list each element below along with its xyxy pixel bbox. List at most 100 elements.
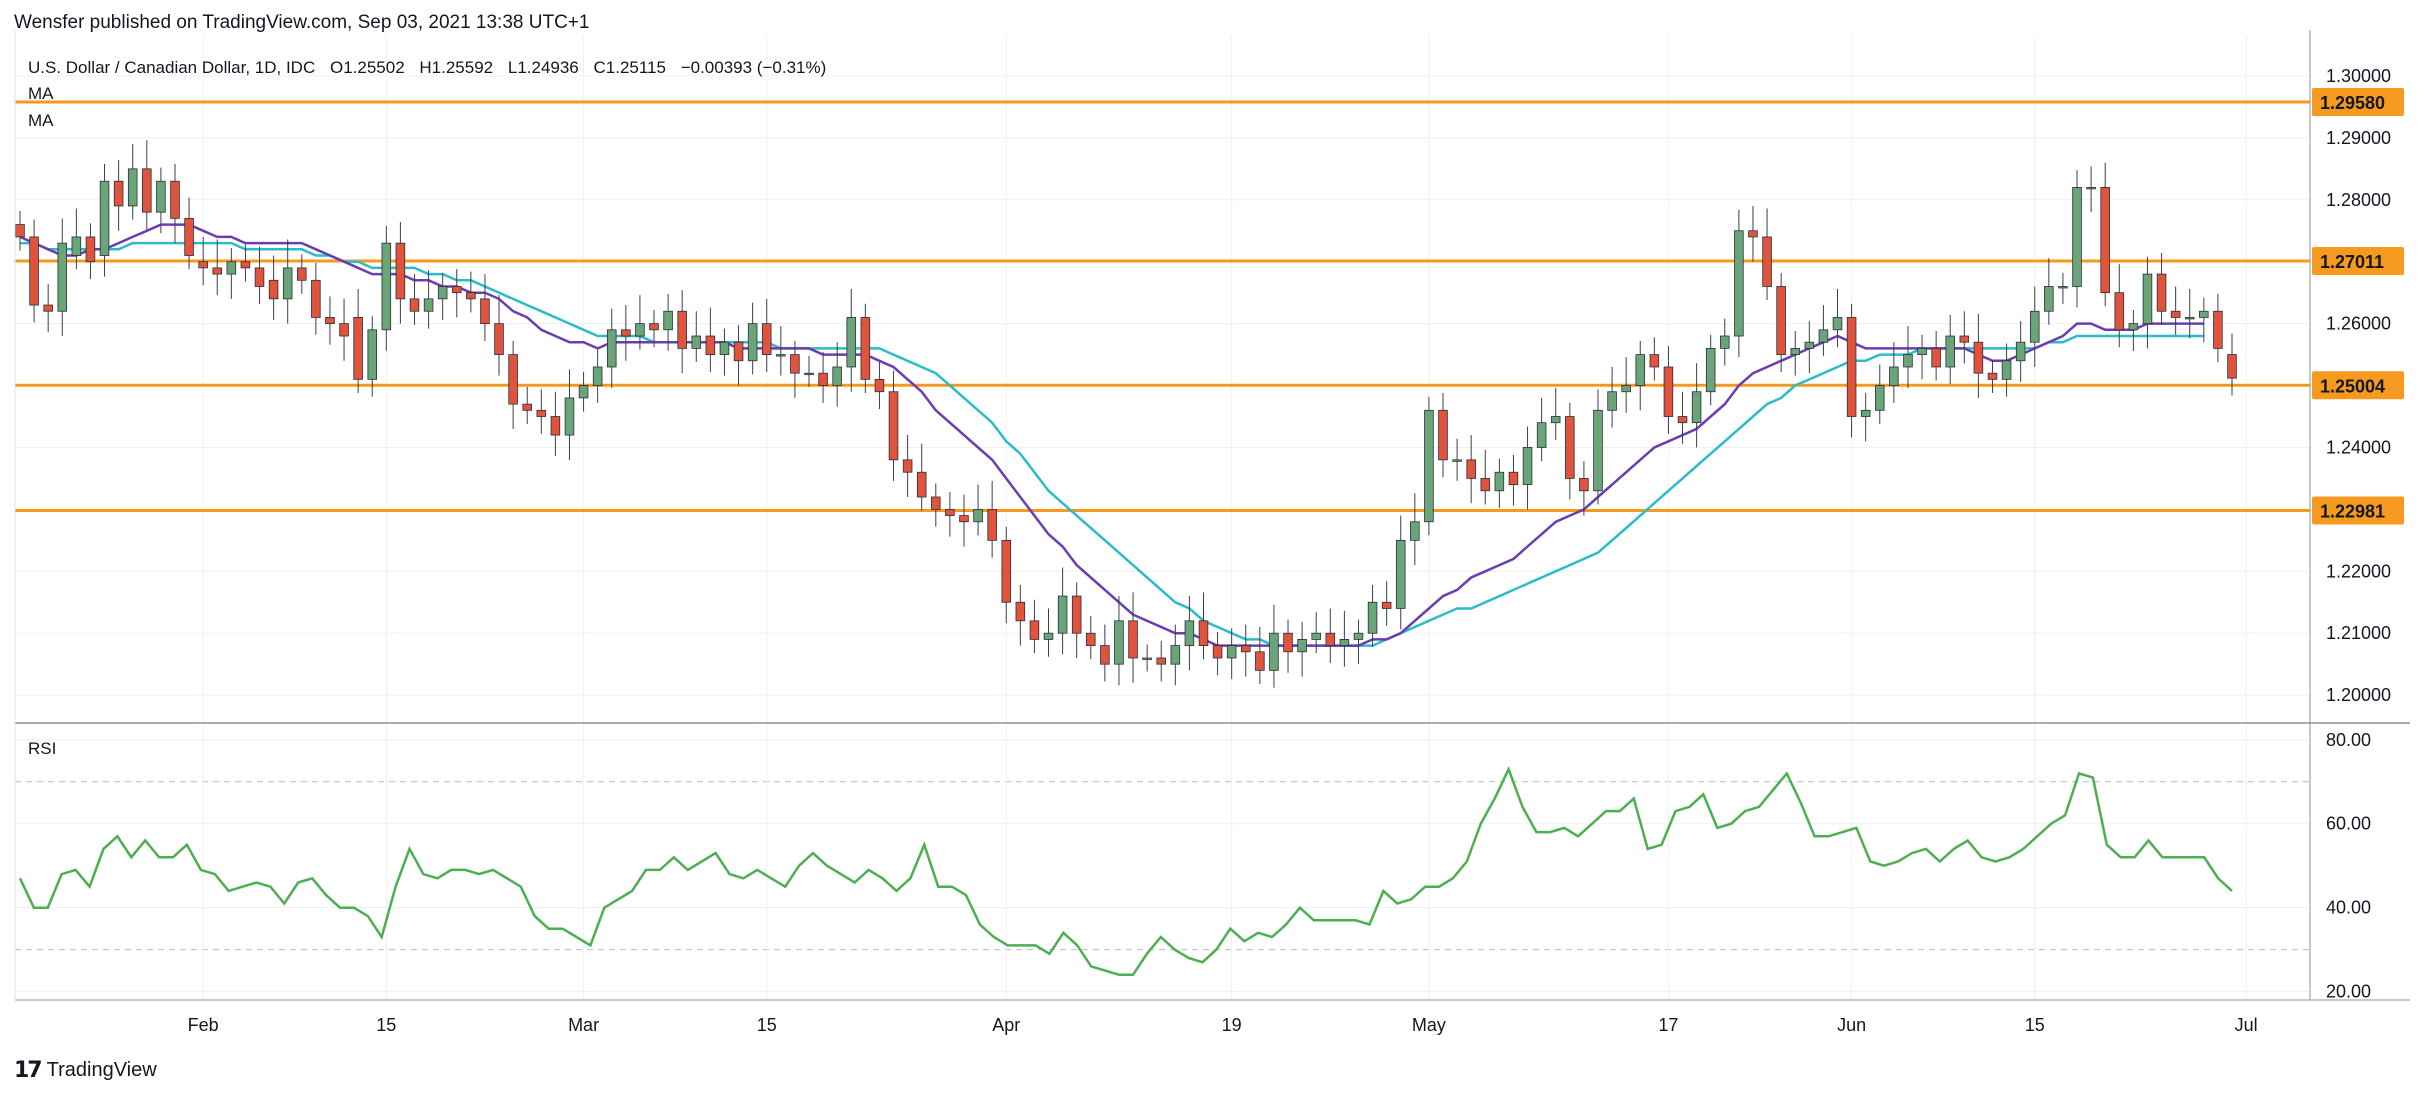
candle-body: [761, 323, 772, 355]
candle-body: [127, 168, 138, 207]
candle-body: [1860, 409, 1871, 417]
ohlc-low: L1.24936: [507, 58, 579, 77]
candle-body: [663, 310, 673, 331]
candle-body: [240, 261, 251, 269]
candle-body: [29, 236, 39, 306]
candle-body: [1015, 601, 1026, 622]
candle-body: [1649, 354, 1660, 368]
candle-body: [832, 366, 842, 386]
candle-body: [184, 217, 194, 256]
candle-body: [2213, 310, 2223, 349]
x-tick-label: Jun: [1837, 1015, 1866, 1035]
candle-body: [451, 286, 462, 294]
candle-body: [254, 267, 265, 287]
candle-body: [113, 180, 124, 207]
rsi-tick-label: 40.00: [2326, 898, 2371, 918]
moving-averages: [19, 223, 2204, 647]
candle-body: [1931, 347, 1941, 368]
candle-body: [1156, 657, 1166, 665]
candle-body: [1142, 657, 1152, 660]
candle-body: [2001, 360, 2012, 380]
tradingview-brand: TradingView: [46, 1059, 157, 1081]
candle-body: [677, 310, 687, 349]
candle-body: [423, 298, 434, 312]
candle-body: [1424, 409, 1434, 523]
price-tick-label: 1.24000: [2326, 437, 2391, 457]
candles: [15, 140, 2237, 688]
candle-body: [325, 317, 335, 325]
candle-body: [1875, 385, 1885, 411]
candle-body: [1283, 632, 1293, 653]
ohlc-open: O1.25502: [329, 58, 405, 77]
candle-body: [1508, 471, 1519, 486]
candle-body: [790, 354, 800, 374]
candle-body: [494, 323, 504, 355]
candle-body: [1691, 391, 1702, 424]
candle-body: [1029, 620, 1040, 640]
candle-body: [1663, 366, 1674, 417]
candle-body: [606, 329, 617, 368]
level-label-text: 1.22981: [2320, 502, 2385, 522]
candle-body: [2058, 286, 2068, 289]
horizontal-levels: [15, 100, 2310, 513]
candle-body: [99, 180, 110, 256]
rsi-tick-label: 60.00: [2326, 814, 2371, 834]
candle-body: [1311, 632, 1321, 640]
candle-body: [1057, 595, 1068, 634]
candle-body: [1903, 354, 1913, 368]
candle-body: [945, 508, 955, 516]
candle-body: [381, 242, 392, 331]
candle-body: [1917, 347, 1927, 355]
candle-body: [466, 292, 476, 300]
candle-body: [1353, 632, 1364, 640]
tradingview-logo[interactable]: 17 TradingView: [14, 1058, 157, 1083]
candle-body: [1381, 601, 1392, 609]
candle-body: [2114, 292, 2125, 331]
candle-body: [1269, 632, 1279, 671]
candle-body: [1494, 471, 1505, 492]
candle-body: [1762, 236, 1772, 287]
candle-body: [550, 416, 561, 436]
candle-body: [888, 391, 899, 461]
candle-body: [1071, 595, 1082, 634]
candle-body: [522, 403, 532, 411]
candle-body: [1677, 416, 1688, 424]
price-tick-label: 1.30000: [2326, 66, 2391, 86]
candle-body: [480, 298, 490, 325]
price-tick-label: 1.28000: [2326, 190, 2391, 210]
candle-body: [1480, 478, 1491, 492]
price-grid: [15, 35, 2310, 723]
candle-body: [1593, 409, 1603, 492]
candle-body: [931, 496, 941, 510]
candle-body: [592, 366, 603, 386]
candle-body: [1325, 632, 1336, 647]
candle-body: [1607, 391, 1617, 411]
candle-body: [1748, 230, 1758, 238]
candle-body: [43, 304, 53, 312]
ma-legend-2[interactable]: MA: [28, 111, 54, 130]
candle-body: [1339, 639, 1350, 647]
candle-body: [1973, 341, 1984, 374]
candle-body: [2072, 187, 2082, 287]
symbol-legend[interactable]: U.S. Dollar / Canadian Dollar, 1D, IDC O…: [28, 58, 826, 78]
axes: 1.30000 1.29000 1.28000 1.26000 1.24000 1.220…: [14, 30, 2410, 1035]
candle-body: [1226, 645, 1237, 659]
level-label-box: [2312, 371, 2404, 400]
candle-body: [1297, 639, 1307, 653]
candle-body: [339, 323, 349, 337]
candle-body: [268, 279, 279, 300]
rsi-legend[interactable]: RSI: [28, 739, 57, 758]
price-tick-label: 1.29000: [2326, 128, 2391, 148]
candle-body: [733, 341, 744, 362]
candle-body: [1240, 645, 1251, 653]
candle-body: [71, 236, 82, 256]
candle-body: [1889, 366, 1899, 386]
ohlc-close: C1.25115: [593, 58, 666, 77]
candle-body: [2086, 187, 2096, 190]
candle-body: [2199, 310, 2209, 318]
ma-legend-1[interactable]: MA: [28, 84, 54, 103]
price-tick-label: 1.20000: [2326, 685, 2391, 705]
candle-body: [1522, 447, 1533, 486]
candle-body: [719, 341, 730, 355]
